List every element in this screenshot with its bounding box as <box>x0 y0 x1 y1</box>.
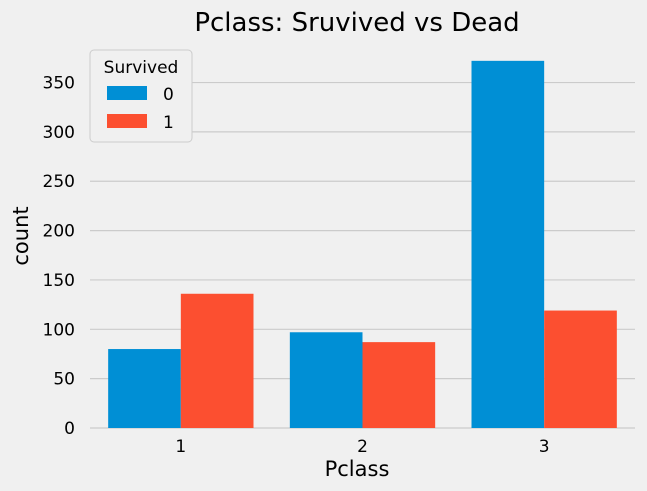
y-tick-label: 100 <box>43 320 75 340</box>
bar-pclass-2-survived-1 <box>362 342 436 428</box>
bar-pclass-2-survived-0 <box>289 332 363 428</box>
bar-pclass-1-survived-1 <box>180 293 254 428</box>
legend: Survived 01 <box>89 49 193 143</box>
legend-items: 01 <box>107 85 174 133</box>
chart-title: Pclass: Sruvived vs Dead <box>194 8 519 38</box>
legend-swatch-0 <box>107 86 147 100</box>
y-tick-label: 300 <box>43 123 75 143</box>
legend-swatch-1 <box>107 114 147 128</box>
x-tick-labels: 1 2 3 <box>175 437 549 457</box>
legend-title: Survived <box>104 58 179 78</box>
bar-pclass-1-survived-0 <box>108 349 181 428</box>
y-tick-label: 200 <box>43 222 75 242</box>
legend-label-1: 1 <box>163 113 174 133</box>
y-axis-label: count <box>9 206 33 265</box>
bar-pclass-3-survived-0 <box>471 60 545 428</box>
y-tick-label: 150 <box>43 271 75 291</box>
x-tick-label: 1 <box>175 437 186 457</box>
legend-label-0: 0 <box>163 85 174 105</box>
x-axis-label: Pclass <box>325 457 390 481</box>
bars <box>108 60 617 428</box>
y-tick-label: 250 <box>43 172 75 192</box>
y-tick-label: 50 <box>53 370 75 390</box>
x-tick-label: 2 <box>357 437 368 457</box>
y-tick-label: 0 <box>64 419 75 439</box>
y-tick-label: 350 <box>43 74 75 94</box>
x-tick-label: 3 <box>539 437 550 457</box>
y-tick-labels: 0 50 100 150 200 250 300 350 <box>43 74 75 439</box>
bar-pclass-3-survived-1 <box>544 310 617 428</box>
